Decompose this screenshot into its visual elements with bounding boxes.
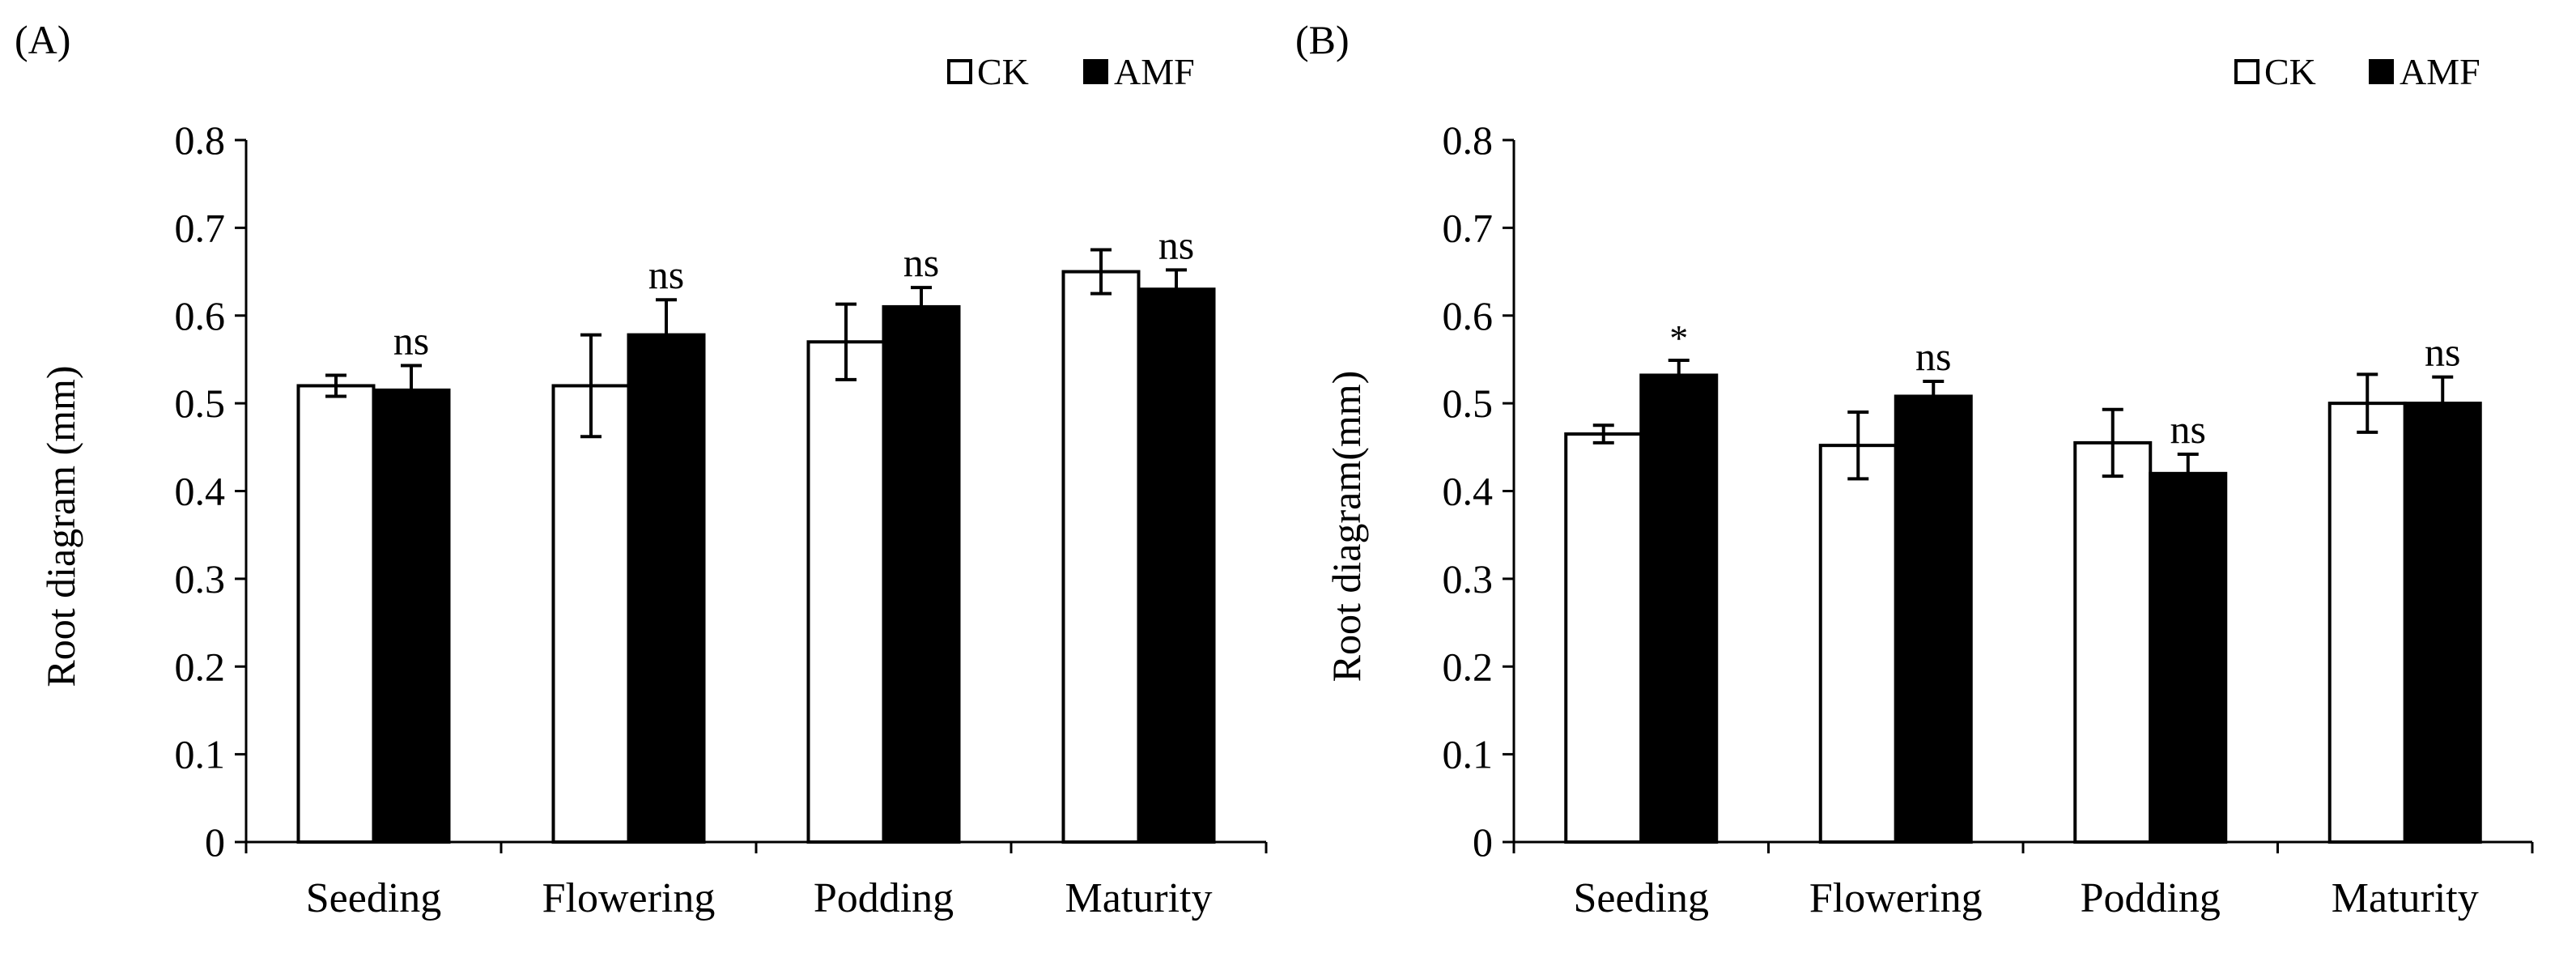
panel-label: (A) bbox=[15, 17, 70, 62]
significance-label: * bbox=[1669, 317, 1688, 359]
y-tick-label: 0.7 bbox=[1443, 205, 1494, 250]
legend-swatch-amf bbox=[2369, 59, 2394, 84]
x-tick-label: Podding bbox=[814, 875, 954, 921]
legend-swatch-ck bbox=[2234, 59, 2259, 84]
x-tick-label: Maturity bbox=[1065, 875, 1213, 921]
y-axis-label: Root diagram(mm) bbox=[1324, 371, 1369, 683]
bar-amf bbox=[882, 304, 961, 844]
y-tick-label: 0.8 bbox=[1443, 117, 1494, 163]
bar-amf bbox=[372, 388, 451, 844]
y-tick-label: 0.1 bbox=[175, 732, 226, 777]
panel-a: (A) Root diagram (mm) CK AMF 0 0.1 0.2 0.3 0… bbox=[15, 17, 1268, 921]
y-tick-label: 0.6 bbox=[175, 293, 226, 338]
bar-amf bbox=[1894, 394, 1973, 844]
legend: CK AMF bbox=[2234, 51, 2480, 92]
y-tick-label: 0.7 bbox=[175, 205, 226, 250]
legend: CK AMF bbox=[947, 51, 1195, 92]
y-tick-label: 0.4 bbox=[175, 469, 226, 514]
bar-amf bbox=[1639, 373, 1719, 844]
y-tick-label: 0 bbox=[1473, 819, 1493, 865]
bar-ck bbox=[806, 340, 886, 844]
panel-b: (B) Root diagram(mm) CK AMF 0 0.1 0.2 0.3 0.… bbox=[1295, 17, 2534, 921]
bar-ck bbox=[1061, 270, 1141, 844]
bar-ck bbox=[1818, 444, 1898, 844]
legend-label-amf: AMF bbox=[2400, 51, 2480, 92]
y-tick-label: 0.2 bbox=[175, 644, 226, 689]
legend-label-ck: CK bbox=[2264, 51, 2316, 92]
significance-label: ns bbox=[1158, 222, 1194, 267]
bar-ck bbox=[551, 384, 631, 844]
significance-label: ns bbox=[648, 252, 684, 297]
bar-ck bbox=[2073, 440, 2153, 844]
legend-label-ck: CK bbox=[977, 51, 1029, 92]
y-tick-label: 0.5 bbox=[1443, 381, 1494, 426]
bar-ck bbox=[296, 384, 376, 844]
significance-label: ns bbox=[903, 240, 939, 285]
bar-ck bbox=[1564, 432, 1643, 844]
legend-label-amf: AMF bbox=[1114, 51, 1195, 92]
x-tick-label: Flowering bbox=[1809, 875, 1983, 921]
y-tick-label: 0.8 bbox=[175, 117, 226, 163]
x-tick-label: Seeding bbox=[1573, 875, 1709, 921]
significance-label: ns bbox=[2425, 330, 2460, 375]
y-tick-label: 0.2 bbox=[1443, 644, 1494, 689]
y-axis-label: Root diagram (mm) bbox=[38, 365, 83, 687]
x-tick-label: Maturity bbox=[2332, 875, 2479, 921]
x-tick-label: Podding bbox=[2081, 875, 2221, 921]
y-tick-label: 0.1 bbox=[1443, 732, 1494, 777]
significance-label: ns bbox=[1915, 334, 1951, 379]
x-tick-label: Seeding bbox=[306, 875, 442, 921]
legend-swatch-ck bbox=[947, 59, 972, 84]
bar-amf bbox=[2403, 402, 2482, 844]
bar-amf bbox=[1137, 287, 1216, 844]
y-tick-label: 0.4 bbox=[1443, 469, 1494, 514]
y-tick-label: 0.6 bbox=[1443, 293, 1494, 338]
panel-label: (B) bbox=[1295, 17, 1350, 62]
y-tick-label: 0 bbox=[205, 819, 225, 865]
significance-label: ns bbox=[2170, 406, 2206, 452]
y-tick-label: 0.3 bbox=[175, 556, 226, 602]
y-tick-label: 0.5 bbox=[175, 381, 226, 426]
significance-label: ns bbox=[393, 318, 429, 364]
y-tick-label: 0.3 bbox=[1443, 556, 1494, 602]
bar-amf bbox=[627, 333, 706, 844]
bar-ck bbox=[2327, 402, 2407, 844]
bar-amf bbox=[2149, 471, 2228, 844]
legend-swatch-amf bbox=[1083, 59, 1108, 84]
x-tick-label: Flowering bbox=[542, 875, 716, 921]
